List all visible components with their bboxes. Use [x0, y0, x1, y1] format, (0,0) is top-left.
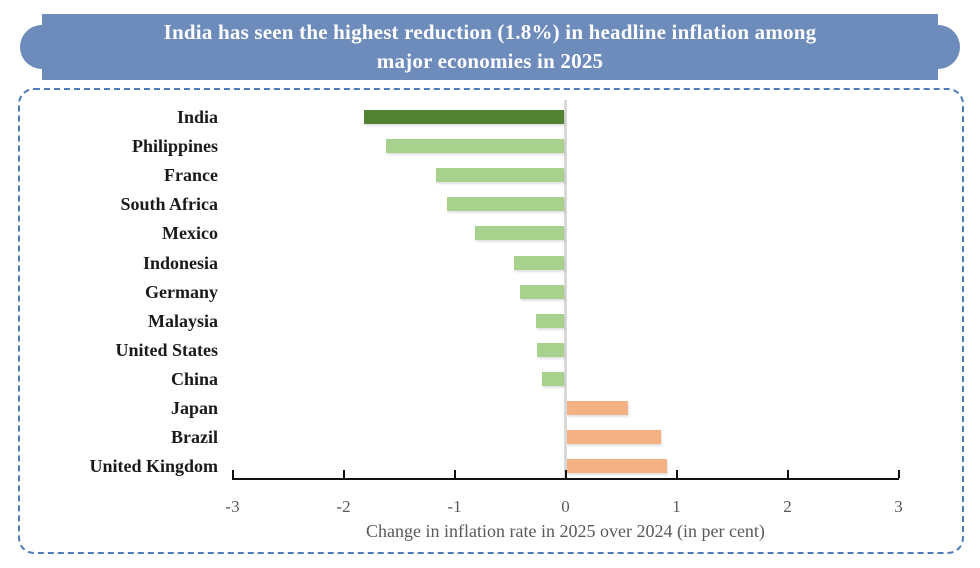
x-tick [453, 470, 456, 478]
x-tick-label: -3 [225, 497, 240, 516]
category-label-united-kingdom: United Kingdom [89, 456, 218, 477]
bar-united-states [537, 342, 564, 357]
x-tick-label: 0 [561, 497, 570, 516]
chart-title: India has seen the highest reduction (1.… [42, 14, 938, 80]
category-label-south-africa: South Africa [120, 194, 218, 215]
bar-india [364, 110, 564, 124]
chart-title-line2: major economies in 2025 [376, 49, 604, 73]
x-tick-label: 1 [672, 497, 681, 516]
category-label-india: India [176, 107, 218, 127]
bar-indonesia [514, 255, 564, 270]
category-label-indonesia: Indonesia [142, 252, 218, 273]
x-tick-label: -1 [447, 497, 462, 516]
x-tick-label: 2 [783, 497, 792, 516]
x-tick-label: -2 [336, 497, 351, 516]
chart-title-line1: India has seen the highest reduction (1.… [163, 20, 817, 44]
category-label-philippines: Philippines [131, 136, 218, 157]
chart-panel [18, 88, 964, 554]
x-tick [231, 470, 234, 478]
x-tick [675, 470, 678, 478]
x-tick-label: 3 [894, 497, 903, 516]
category-label-china: China [170, 368, 218, 389]
bar-brazil [567, 430, 662, 445]
bar-mexico [475, 226, 564, 241]
category-label-germany: Germany [145, 281, 218, 302]
bar-germany [519, 284, 564, 299]
x-tick [342, 470, 345, 478]
category-label-brazil: Brazil [171, 427, 218, 448]
x-axis-title: Change in inflation rate in 2025 over 20… [366, 521, 765, 541]
x-tick [897, 470, 900, 478]
bar-japan [567, 401, 629, 415]
category-label-united-states: United States [115, 339, 219, 360]
category-label-france: France [164, 165, 218, 186]
x-tick [564, 470, 567, 478]
bar-united-kingdom [567, 459, 667, 474]
bar-france [436, 168, 564, 183]
category-label-mexico: Mexico [162, 223, 218, 244]
zero-gridline [564, 100, 567, 479]
category-label-malaysia: Malaysia [148, 310, 218, 331]
bar-philippines [386, 139, 564, 154]
category-label-japan: Japan [170, 398, 218, 418]
banner-background [42, 14, 938, 80]
bar-china [541, 371, 564, 386]
bar-south-africa [447, 197, 564, 212]
x-axis-line [232, 478, 899, 480]
x-tick [786, 470, 789, 478]
bar-malaysia [536, 313, 564, 328]
